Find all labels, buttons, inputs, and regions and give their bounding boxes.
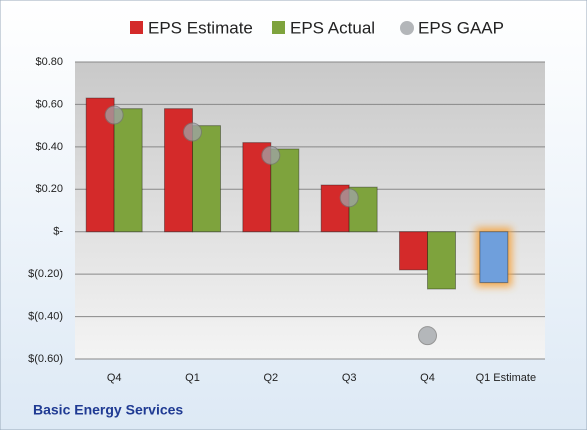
bar [192, 125, 221, 233]
x-tick-label: Q3 [342, 372, 357, 384]
x-tick-label: Q4 [420, 372, 435, 384]
y-tick-label: $0.80 [35, 56, 63, 68]
gaap-marker [339, 188, 359, 208]
legend-label: EPS Estimate [148, 18, 253, 37]
bar [113, 108, 143, 233]
y-tick-label: $(0.60) [28, 353, 63, 365]
legend-label: EPS Actual [290, 18, 375, 37]
x-tick-label: Q1 [185, 372, 200, 384]
gaap-marker [104, 105, 124, 125]
gaap-marker [183, 122, 202, 142]
y-tick-label: $- [53, 226, 63, 238]
gaap-marker [261, 145, 281, 165]
y-tick-label: $0.60 [35, 98, 63, 110]
y-tick-label: $(0.40) [28, 310, 63, 322]
y-tick-label: $0.20 [35, 183, 63, 195]
legend-swatch [400, 21, 414, 35]
plot-area [75, 62, 545, 359]
bar [479, 231, 509, 284]
y-tick-label: $(0.20) [28, 268, 63, 280]
bar [427, 231, 456, 290]
gaap-marker [418, 326, 437, 346]
x-tick-label: Q2 [263, 372, 278, 384]
legend-label: EPS GAAP [418, 18, 504, 37]
footer: Basic Energy Services [33, 402, 183, 418]
x-tick-label: Q4 [107, 372, 122, 384]
bar [399, 231, 428, 271]
legend-swatch [130, 21, 143, 34]
x-tick-label: Q1 Estimate [476, 372, 537, 384]
y-tick-label: $0.40 [35, 141, 63, 153]
legend-swatch [272, 21, 285, 34]
